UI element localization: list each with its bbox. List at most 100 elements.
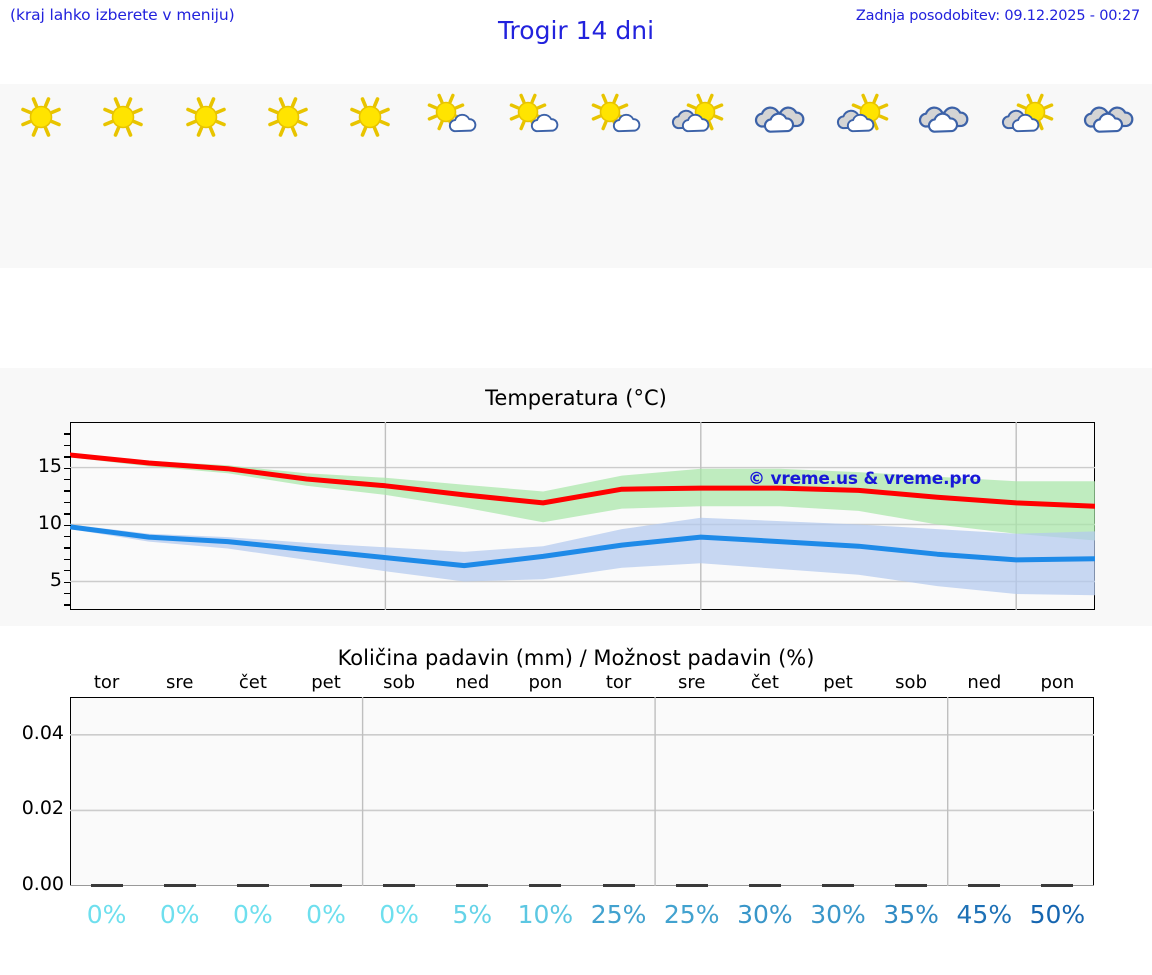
precipitation-day-label: pet	[311, 672, 341, 693]
precipitation-chart-title: Količina padavin (mm) / Možnost padavin …	[337, 646, 815, 670]
precipitation-day-label: pet	[823, 672, 853, 693]
copyright-watermark: © vreme.us & vreme.pro	[748, 469, 982, 489]
precipitation-probability-value: 30%	[737, 900, 793, 929]
precipitation-chart-panel: Količina padavin (mm) / Možnost padavin …	[0, 636, 1152, 975]
precipitation-probability-value: 0%	[86, 900, 127, 929]
menu-hint-text: (kraj lahko izberete v meniju)	[10, 6, 235, 24]
precipitation-day-label: pon	[528, 672, 563, 693]
precipitation-plot-frame	[70, 697, 1094, 886]
sun-icon	[10, 91, 72, 147]
sun-icon	[339, 91, 401, 147]
day-column[interactable]	[411, 84, 493, 268]
precipitation-day-label: sob	[895, 672, 928, 693]
day-column[interactable]	[0, 84, 82, 268]
precipitation-x-tick	[163, 884, 196, 887]
precipitation-y-tick-label: 0.00	[21, 873, 64, 895]
precipitation-x-tick	[90, 884, 123, 887]
temperature-y-minor-tick	[64, 513, 71, 515]
day-column[interactable]	[329, 84, 411, 268]
day-column[interactable]	[247, 84, 329, 268]
precipitation-probability-value: 30%	[810, 900, 866, 929]
cloud-sun-icon	[668, 91, 730, 147]
temperature-chart-title: Temperatura (°C)	[485, 386, 667, 410]
precipitation-probability-row: 0% 0% 0% 0% 0% 5% 10% 25% 25% 30% 30% 35% 45% 50%	[0, 900, 1152, 936]
precipitation-day-label: čet	[238, 672, 267, 693]
cloud-sun-icon	[998, 91, 1060, 147]
precipitation-probability-value: 25%	[663, 900, 720, 929]
temperature-y-minor-tick	[64, 547, 71, 549]
temperature-y-minor-tick	[64, 558, 71, 561]
day-column[interactable]	[82, 84, 164, 268]
sun-icon	[175, 91, 237, 147]
precipitation-probability-value: 0%	[379, 900, 419, 929]
temperature-y-minor-tick	[64, 604, 71, 606]
temperature-y-minor-tick	[64, 592, 71, 595]
page-header: (kraj lahko izberete v meniju) Trogir 14…	[0, 0, 1152, 62]
temperature-y-tick-label: 10	[37, 511, 62, 534]
precipitation-day-label: pon	[1040, 672, 1075, 693]
precipitation-probability-value: 10%	[517, 900, 574, 929]
precipitation-x-tick	[236, 884, 269, 887]
precipitation-day-label: tor	[93, 672, 120, 693]
day-column[interactable]	[494, 84, 576, 268]
precipitation-day-label: ned	[455, 672, 490, 693]
day-column[interactable]	[165, 84, 247, 268]
precipitation-x-tick	[529, 884, 562, 887]
precipitation-probability-value: 25%	[590, 900, 647, 929]
precipitation-probability-value: 5%	[452, 900, 493, 929]
page-title: Trogir 14 dni	[497, 16, 655, 45]
temperature-y-minor-tick	[64, 570, 71, 572]
precipitation-x-tick	[895, 884, 928, 887]
precipitation-x-tick	[748, 884, 781, 887]
precipitation-probability-value: 50%	[1029, 900, 1086, 929]
last-update-text: Zadnja posodobitev: 09.12.2025 - 00:27	[855, 8, 1140, 24]
temperature-y-minor-tick	[64, 467, 71, 469]
sun-small-cloud-icon	[504, 91, 566, 147]
precipitation-day-label: čet	[750, 672, 779, 693]
precipitation-y-tick-label: 0.04	[21, 721, 64, 744]
day-column[interactable]	[823, 84, 905, 268]
precipitation-x-tick	[310, 884, 342, 887]
temperature-y-minor-tick	[64, 433, 71, 435]
sun-icon	[257, 91, 319, 147]
precipitation-day-label: sre	[165, 672, 194, 693]
day-column[interactable]	[905, 84, 987, 268]
temperature-y-tick-label: 5	[49, 568, 62, 591]
temperature-y-minor-tick	[64, 501, 71, 504]
temperature-y-minor-tick	[64, 490, 71, 492]
precipitation-probability-value: 0%	[159, 900, 200, 929]
precipitation-y-tick-label: 0.02	[21, 797, 64, 820]
precipitation-x-tick	[602, 884, 635, 887]
precipitation-day-label: ned	[967, 672, 1002, 693]
overcast-icon	[751, 91, 813, 147]
precipitation-x-tick	[822, 884, 854, 887]
day-column[interactable]	[741, 84, 823, 268]
precipitation-day-labels: tor sre čet pet sob ned pon tor sre čet pet sob ned p…	[0, 672, 1152, 694]
temperature-y-minor-tick	[64, 524, 71, 526]
sun-icon	[92, 91, 154, 147]
day-column[interactable]	[1070, 84, 1152, 268]
temperature-y-minor-tick	[64, 479, 71, 481]
precipitation-day-label: sob	[383, 672, 416, 693]
temperature-y-minor-tick	[64, 444, 71, 447]
overcast-icon	[915, 91, 977, 147]
precipitation-x-tick	[675, 884, 708, 887]
temperature-y-minor-tick	[64, 535, 71, 538]
precipitation-x-tick	[968, 884, 1001, 887]
cloud-sun-icon	[833, 91, 895, 147]
temperature-y-minor-tick	[64, 581, 71, 583]
sun-small-cloud-icon	[586, 91, 648, 147]
precipitation-x-tick	[383, 884, 416, 887]
temperature-y-tick-label: 15	[37, 454, 62, 477]
precipitation-probability-value: 35%	[883, 900, 939, 929]
day-column[interactable]	[658, 84, 740, 268]
temperature-chart-panel: Temperatura (°C) 5 10 15 © vreme.us & vreme…	[0, 368, 1152, 626]
precipitation-probability-value: 0%	[306, 900, 346, 929]
day-column[interactable]	[987, 84, 1069, 268]
precipitation-probability-value: 45%	[956, 900, 1013, 929]
day-column[interactable]	[576, 84, 658, 268]
precipitation-day-label: tor	[605, 672, 632, 693]
daily-forecast-strip	[0, 84, 1152, 268]
overcast-icon	[1080, 91, 1142, 147]
